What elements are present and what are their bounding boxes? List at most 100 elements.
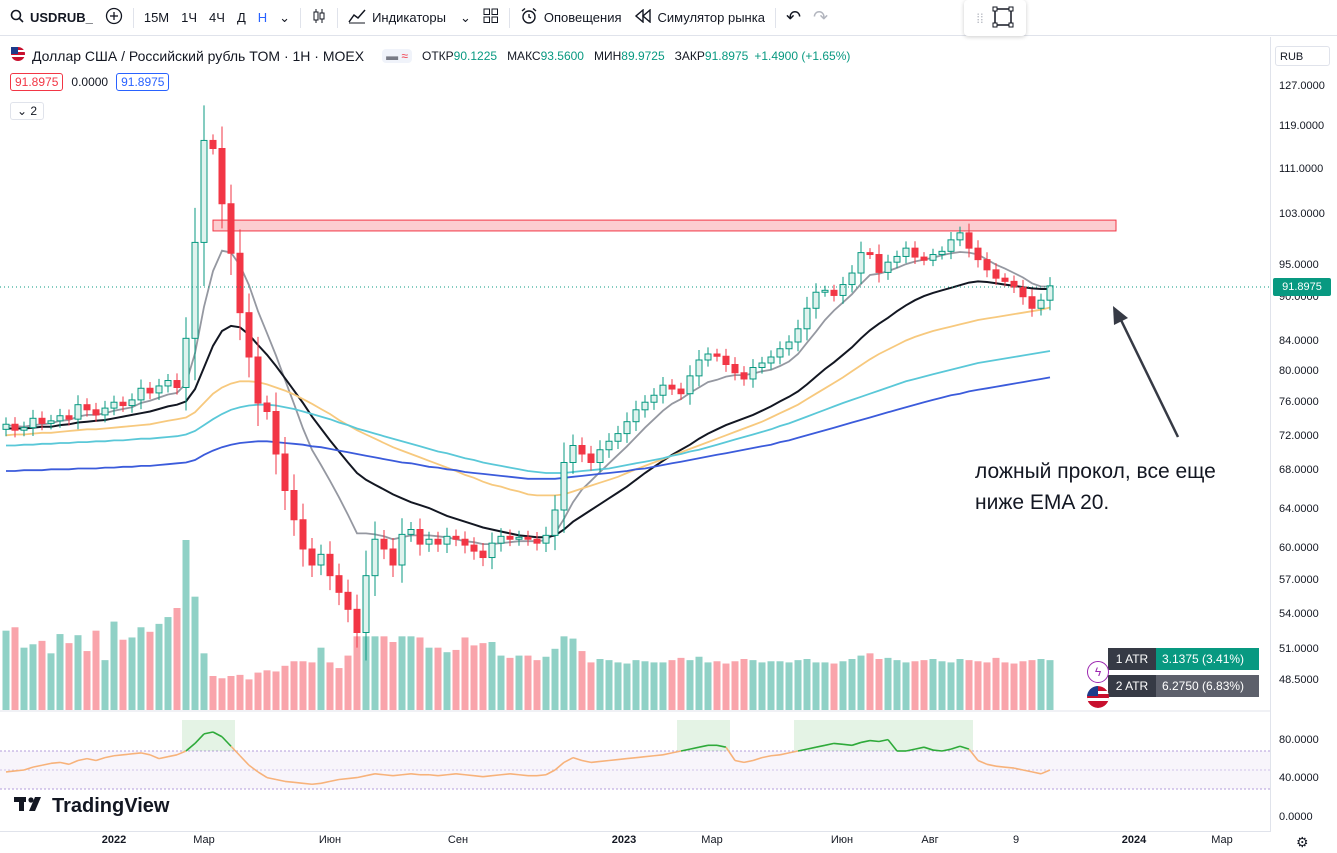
compare-button[interactable] (99, 0, 129, 36)
settings-gear-icon[interactable]: ⚙ (1296, 834, 1309, 850)
chart-type-button[interactable] (305, 0, 333, 36)
volume-bar (164, 617, 172, 710)
osc-axis-label: 40.0000 (1279, 772, 1319, 784)
chevron-down-icon: ⌄ (17, 104, 28, 118)
osc-line-segment (644, 754, 655, 758)
redo-icon: ↷ (813, 7, 829, 27)
interval-15m[interactable]: 15M (143, 10, 170, 25)
time-label: Авг (921, 834, 939, 846)
candle (317, 544, 325, 576)
candle (236, 229, 244, 341)
volume-bar (299, 661, 307, 710)
bid-button[interactable]: 91.8975 (10, 73, 64, 91)
volume-bar (443, 652, 451, 710)
tradingview-logo[interactable]: TradingView (14, 795, 169, 818)
us-flag-icon[interactable] (1087, 686, 1109, 708)
osc-line-segment (482, 774, 493, 778)
volume-bar (272, 671, 280, 710)
osc-line-segment (194, 733, 205, 744)
price-axis[interactable] (1270, 37, 1337, 832)
price-axis-label: 95.0000 (1279, 259, 1319, 271)
currency-button[interactable]: RUB (1275, 46, 1330, 66)
change-value: +1.4900 (+1.65%) (754, 48, 851, 63)
candle (389, 538, 397, 577)
volume-bar (578, 651, 586, 710)
osc-line-segment (662, 752, 673, 756)
candle-body (362, 575, 370, 634)
osc-line-segment (914, 746, 925, 750)
candle (119, 396, 127, 412)
indicators-button[interactable]: Индикаторы ⌄ (342, 0, 477, 36)
osc-line-segment (239, 755, 250, 766)
interval-week[interactable]: Н (257, 10, 268, 25)
ask-button[interactable]: 91.8975 (116, 73, 170, 91)
candle (767, 350, 775, 370)
symbol-search-button[interactable]: USDRUB_ (0, 0, 99, 36)
candle-body (1037, 299, 1045, 309)
volume-bar (29, 644, 37, 710)
candle-body (875, 254, 883, 273)
candle-body (443, 535, 451, 545)
price-axis-label: 48.5000 (1279, 674, 1319, 686)
candle-body (146, 387, 154, 394)
volume-bar (992, 657, 1000, 710)
osc-line-segment (734, 759, 745, 764)
candle-body (947, 239, 955, 252)
osc-line-segment (590, 760, 601, 764)
osc-line-segment (743, 759, 754, 764)
candle (974, 240, 982, 268)
candle (425, 531, 433, 552)
osc-line-segment (1022, 769, 1033, 773)
time-label: 2022 (101, 834, 127, 846)
symbol-label: USDRUB_ (30, 10, 93, 25)
osc-line-segment (995, 765, 1006, 768)
drag-handle-icon[interactable]: ⁞⁞ (976, 10, 984, 26)
candle (461, 531, 469, 554)
candle (353, 594, 361, 648)
alerts-button[interactable]: Оповещения (514, 0, 628, 36)
osc-line-segment (464, 773, 475, 777)
time-axis[interactable] (0, 831, 1270, 832)
symbol-title[interactable]: Доллар США / Российский рубль TOM · 1Н ·… (32, 47, 365, 64)
candle-body (758, 362, 766, 368)
interval-4h[interactable]: 4Ч (209, 10, 225, 25)
osc-line-segment (851, 741, 862, 747)
lightning-icon[interactable]: ϟ (1087, 661, 1109, 683)
candle (407, 521, 415, 542)
undo-button[interactable]: ↶ (780, 0, 807, 36)
osc-line-segment (986, 763, 997, 767)
indicators-collapse-button[interactable]: ⌄ 2 (10, 102, 45, 120)
rectangle-tool-icon[interactable] (992, 6, 1014, 31)
redo-button[interactable]: ↷ (807, 0, 834, 36)
candle (848, 265, 856, 293)
volume-bar (1019, 661, 1027, 710)
candle (884, 254, 892, 280)
candle-body (416, 529, 424, 545)
interval-1h[interactable]: 1Ч (181, 10, 198, 25)
osc-line-segment (149, 754, 160, 760)
annotation-line: ложный прокол, все еще (975, 460, 1216, 483)
volume-bar (308, 662, 316, 710)
osc-line-segment (860, 739, 871, 744)
volume-bar (74, 635, 82, 710)
interval-dropdown[interactable]: ⌄ (273, 0, 296, 36)
volume-bar (83, 651, 91, 710)
visibility-toggle[interactable]: ▬ ≈ (382, 48, 412, 63)
candle-body (155, 385, 163, 394)
candle (299, 503, 307, 567)
annotation-arrow[interactable] (1118, 317, 1180, 438)
annotation-text[interactable]: ложный прокол, все еще ниже EMA 20. (975, 456, 1216, 518)
candle-body (704, 353, 712, 361)
candle-body (407, 529, 415, 535)
volume-bar (974, 661, 982, 710)
price-axis-label: 60.0000 (1279, 542, 1319, 554)
candle (677, 382, 685, 400)
replay-button[interactable]: Симулятор рынка (628, 0, 771, 36)
price-chart[interactable] (0, 37, 1270, 832)
layout-button[interactable] (477, 0, 505, 36)
volume-bar (11, 627, 19, 710)
volume-bar (803, 659, 811, 710)
candle (1028, 289, 1036, 317)
volume-bar (425, 647, 433, 710)
interval-day[interactable]: Д (236, 10, 246, 25)
